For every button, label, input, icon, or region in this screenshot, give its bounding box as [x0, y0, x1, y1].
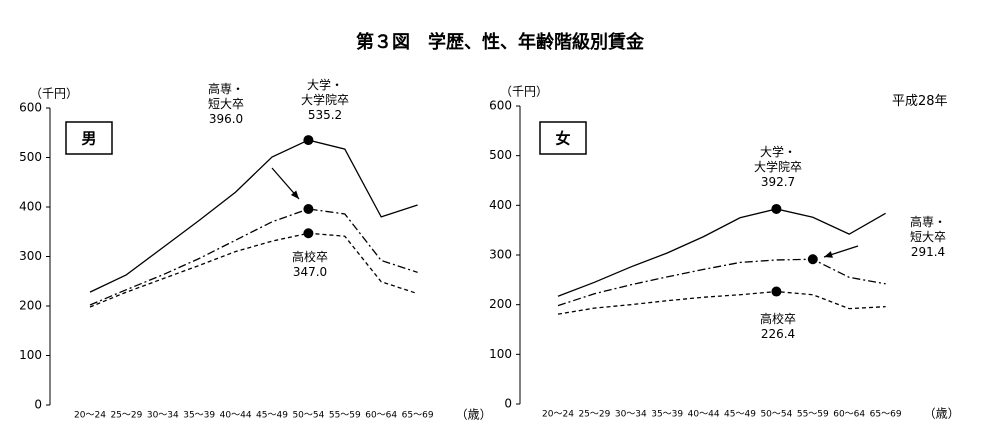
series-line: [557, 258, 886, 307]
panel-box: [65, 121, 113, 155]
x-tick-label: 50～54: [760, 410, 792, 420]
value-label: 226.4: [760, 327, 796, 341]
y-tick-label: 0: [34, 398, 42, 412]
series-line: [557, 208, 886, 297]
x-tick-label: 65～69: [870, 410, 902, 420]
panel-label: 男: [81, 130, 96, 148]
value-label: 291.4: [910, 245, 946, 259]
y-tick-label: 300: [489, 248, 512, 262]
value-label: 396.0: [208, 112, 244, 126]
arrow-head: [824, 251, 833, 258]
panel-label: 女: [555, 130, 570, 148]
x-tick-label: 20～24: [542, 410, 574, 420]
series-label: 大学・ 大学院卒: [753, 145, 803, 174]
x-tick-label: 25～29: [110, 411, 142, 421]
x-tick-label: 60～64: [833, 410, 865, 420]
series-line: [89, 139, 418, 293]
series-line: [89, 232, 418, 308]
series-line: [89, 208, 418, 306]
x-tick-label: 20～24: [74, 411, 106, 421]
point-marker: [771, 286, 782, 297]
x-tick-label: 55～59: [797, 410, 829, 420]
x-tick-label: 25～29: [578, 410, 610, 420]
note: 平成28年: [892, 94, 948, 109]
y-tick-label: 200: [489, 297, 512, 311]
x-tick-label: 55～59: [329, 411, 361, 421]
y-tick-label: 100: [489, 347, 512, 361]
y-tick-label: 300: [19, 249, 42, 263]
x-tick-label: 30～34: [147, 411, 179, 421]
x-tick-label: 50～54: [292, 411, 324, 421]
x-tick-label: 30～34: [615, 410, 647, 420]
point-marker: [771, 203, 782, 214]
series-label: 高専・ 短大卒: [909, 215, 947, 244]
y-unit: （千円）: [500, 85, 548, 99]
y-tick-label: 400: [489, 198, 512, 212]
point-marker: [303, 228, 314, 239]
x-tick-label: 45～49: [724, 410, 756, 420]
y-tick-label: 0: [504, 397, 512, 411]
x-tick-label: 40～44: [220, 411, 252, 421]
x-tick-label: 35～39: [651, 410, 683, 420]
y-tick-label: 600: [19, 101, 42, 115]
series-label: 高専・ 短大卒: [207, 82, 245, 111]
y-tick-label: 500: [489, 148, 512, 162]
point-marker: [303, 203, 314, 214]
value-label: 392.7: [760, 175, 796, 189]
x-tick-label: 60～64: [365, 411, 397, 421]
point-marker: [303, 135, 314, 146]
panel-box: [539, 121, 587, 155]
series-line: [557, 290, 886, 315]
y-tick-label: 600: [489, 99, 512, 113]
x-tick-label: 40～44: [688, 410, 720, 420]
series-label: 大学・ 大学院卒: [300, 78, 350, 107]
x-unit: （歳）: [924, 407, 960, 421]
x-unit: （歳）: [456, 408, 492, 422]
arrow-head: [290, 190, 299, 199]
x-tick-label: 35～39: [183, 411, 215, 421]
point-marker: [807, 254, 818, 265]
value-label: 347.0: [292, 265, 328, 279]
series-label: 高校卒: [759, 312, 797, 326]
y-unit: （千円）: [30, 87, 78, 101]
y-tick-label: 500: [19, 150, 42, 164]
y-tick-label: 100: [19, 348, 42, 362]
chart-title: 第３図 学歴、性、年齢階級別賃金: [356, 32, 644, 53]
x-tick-label: 45～49: [256, 411, 288, 421]
series-label: 高校卒: [291, 250, 329, 264]
value-label: 535.2: [307, 108, 343, 122]
y-tick-label: 400: [19, 200, 42, 214]
y-tick-label: 200: [19, 299, 42, 313]
x-tick-label: 65～69: [402, 411, 434, 421]
